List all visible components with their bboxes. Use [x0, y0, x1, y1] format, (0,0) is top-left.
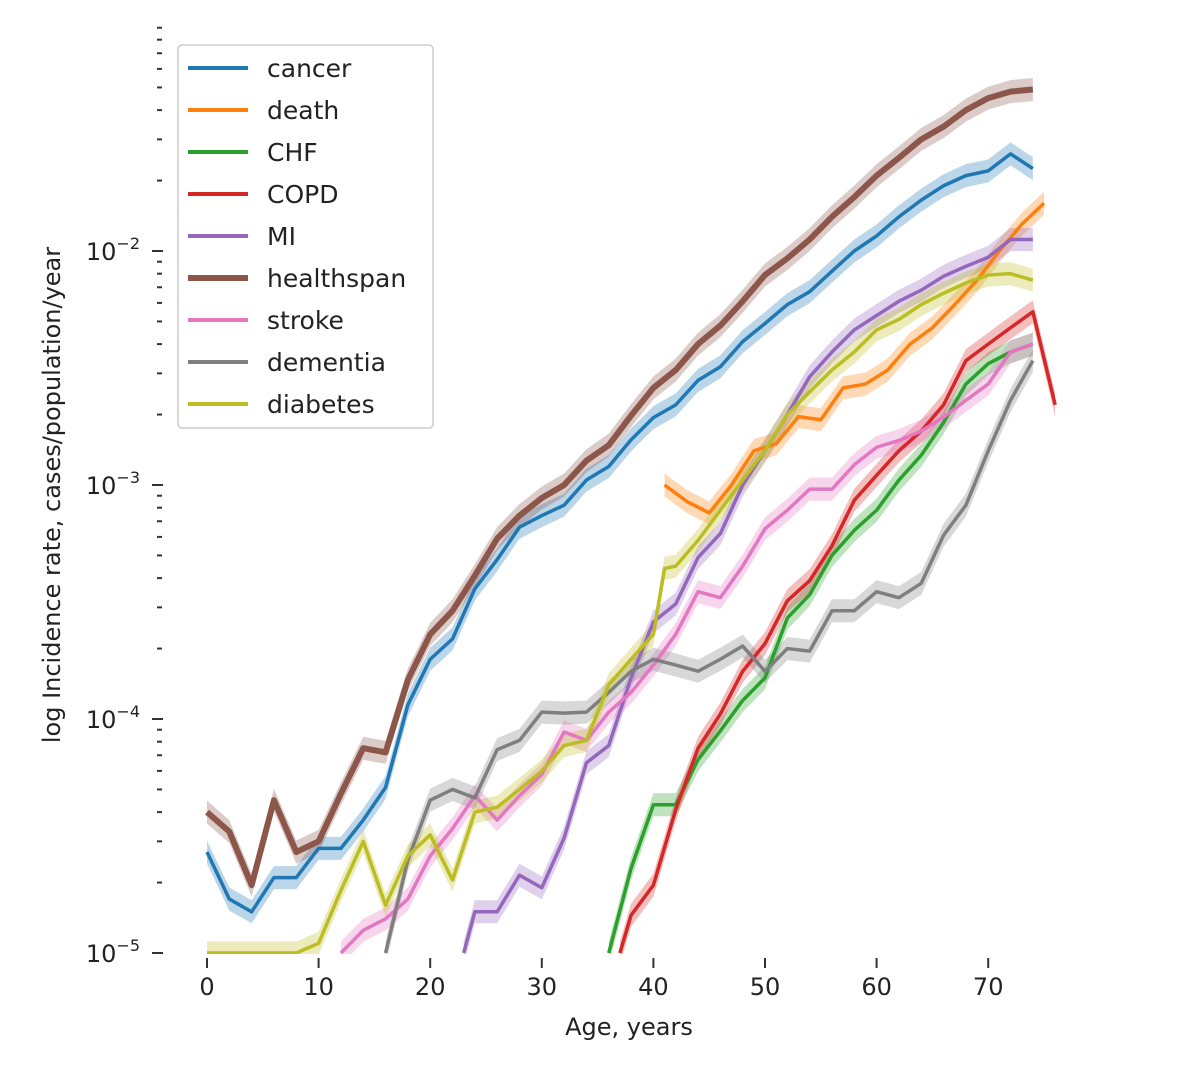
x-tick-label: 50 [750, 973, 781, 1001]
line-stroke [339, 342, 1034, 954]
x-tick-label: 0 [199, 973, 214, 1001]
legend-box [177, 44, 434, 429]
band-stroke [340, 332, 1033, 954]
legend-label: CHF [267, 138, 318, 167]
x-tick-label: 60 [861, 973, 892, 1001]
x-axis: 0 10 20 30 40 50 60 70 [199, 958, 1003, 1001]
legend-label: healthspan [267, 264, 406, 293]
legend-label: stroke [267, 306, 344, 335]
x-tick-label: 20 [415, 973, 446, 1001]
x-tick-label: 10 [303, 973, 334, 1001]
x-tick-label: 40 [638, 973, 669, 1001]
y-axis-label: log Incidence rate, cases/population/yea… [38, 247, 66, 743]
line-dementia [383, 359, 1035, 954]
line-cancer [205, 152, 1034, 914]
line-mi [461, 237, 1033, 954]
legend-label: diabetes [267, 390, 375, 419]
legend-label: COPD [267, 180, 338, 209]
line-copd [618, 310, 1057, 954]
band-mi [463, 227, 1033, 954]
y-tick-label: 10−5 [86, 936, 140, 968]
y-tick-label: 10−3 [86, 468, 140, 500]
y-tick-label: 10−4 [86, 702, 140, 734]
x-tick-label: 70 [973, 973, 1004, 1001]
legend-label: dementia [267, 348, 386, 377]
x-axis-label: Age, years [565, 1013, 693, 1041]
line-diabetes [207, 271, 1034, 954]
y-tick-label: 10−2 [86, 234, 140, 266]
band-death [664, 191, 1044, 525]
legend: cancer death CHF COPD MI healthspan stroke deme… [177, 44, 434, 429]
legend-label: death [267, 96, 339, 125]
legend-label: cancer [267, 54, 352, 83]
plot-area [205, 77, 1057, 954]
line-death [663, 201, 1046, 515]
y-axis: 10−5 10−4 10−3 10−2 [86, 26, 163, 968]
x-tick-label: 30 [527, 973, 558, 1001]
line-healthspan [205, 86, 1034, 889]
legend-label: MI [267, 222, 296, 251]
